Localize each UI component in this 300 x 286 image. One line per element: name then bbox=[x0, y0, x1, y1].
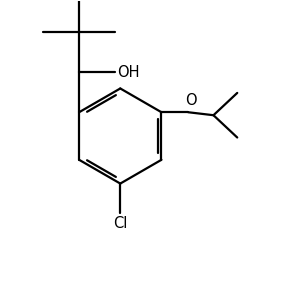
Text: OH: OH bbox=[117, 65, 139, 80]
Text: Cl: Cl bbox=[113, 216, 127, 231]
Text: O: O bbox=[185, 93, 197, 108]
